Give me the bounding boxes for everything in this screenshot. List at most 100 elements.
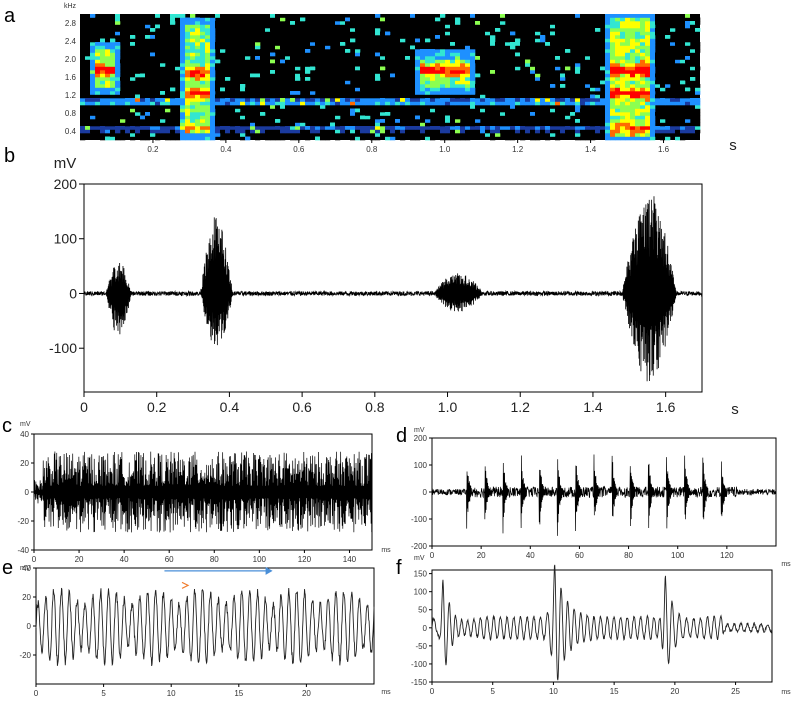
spectrogram-cell <box>405 24 411 29</box>
spectrogram-cell <box>240 105 246 109</box>
spectrogram-cell <box>480 94 486 99</box>
spectrogram-cell <box>460 45 466 50</box>
spectrogram-cell <box>550 63 556 67</box>
spectrogram-cell <box>530 112 536 116</box>
spectrogram-cell <box>505 126 511 130</box>
spectrogram-cell <box>370 52 376 57</box>
spectrogram-cell <box>610 129 616 134</box>
waveform-trace <box>431 454 777 536</box>
spectrogram-cell <box>350 45 356 50</box>
spectrogram-cell <box>180 28 186 32</box>
spectrogram-cell <box>175 63 181 67</box>
spectrogram-cell <box>325 101 331 106</box>
spectrogram-cell <box>530 119 536 123</box>
spectrogram-cell <box>155 42 161 46</box>
spectrogram-cell <box>470 119 476 123</box>
spectrogram-cell <box>655 28 661 32</box>
spectrogram-cell <box>230 80 236 85</box>
y-tick-label: 150 <box>414 570 428 579</box>
spectrogram-cell <box>435 80 441 85</box>
x-tick-label: 1.0 <box>439 145 451 154</box>
spectrogram-cell <box>695 17 701 22</box>
spectrogram-cell <box>135 42 141 46</box>
spectrogram-cell <box>400 35 406 39</box>
spectrogram-cell <box>465 38 471 43</box>
spectrogram-cell <box>300 126 306 130</box>
spectrogram-cell <box>640 80 646 85</box>
spectrogram-cell <box>685 56 691 60</box>
spectrogram-cell <box>190 115 196 120</box>
spectrogram-cell <box>200 108 206 113</box>
spectrogram-cell <box>605 59 611 64</box>
spectrogram-cell <box>425 136 431 141</box>
spectrogram-cell <box>320 112 326 116</box>
spectrogram-cell <box>100 59 106 64</box>
spectrogram-cell <box>150 119 156 123</box>
spectrogram-cell <box>580 98 586 102</box>
spectrogram-cell <box>90 115 96 120</box>
spectrogram-cell <box>690 126 696 130</box>
spectrogram-cell <box>475 126 481 130</box>
spectrogram-cell <box>695 101 701 106</box>
spectrogram-cell <box>655 56 661 60</box>
spectrogram-cell <box>340 35 346 39</box>
spectrogram-cell <box>205 17 211 22</box>
spectrogram-cell <box>205 56 211 60</box>
spectrogram-cell <box>105 28 111 32</box>
spectrogram-cell <box>215 101 221 106</box>
spectrogram-cell <box>395 24 401 29</box>
spectrogram-cell <box>610 101 616 106</box>
spectrogram-cell <box>155 136 161 141</box>
spectrogram-cell <box>610 112 616 116</box>
spectrogram-cell <box>135 84 141 88</box>
spectrogram-cell <box>600 56 606 60</box>
spectrogram-cell <box>240 14 246 18</box>
spectrogram-cell <box>615 52 621 57</box>
x-tick-label: 0 <box>430 687 435 696</box>
spectrogram-cell <box>280 17 286 22</box>
spectrogram-cell <box>90 14 96 18</box>
spectrogram-cell <box>450 28 456 32</box>
spectrogram-cell <box>550 122 556 127</box>
x-tick-label: 20 <box>670 687 679 696</box>
spectrogram-cell <box>430 63 436 67</box>
spectrogram-cell <box>405 133 411 137</box>
spectrogram-cell <box>275 38 281 43</box>
spectrogram-cell <box>330 17 336 22</box>
spectrogram-cell <box>360 42 366 46</box>
y-tick-label: 0 <box>25 488 30 497</box>
spectrogram-cell <box>85 105 91 109</box>
spectrogram-cell <box>150 14 156 18</box>
panel-label-a: a <box>4 5 16 27</box>
spectrogram-cell <box>220 66 226 71</box>
spectrogram-cell <box>605 56 611 60</box>
spectrogram-cell <box>425 49 431 53</box>
spectrogram-cell <box>480 133 486 137</box>
spectrogram-cell <box>465 70 471 74</box>
spectrogram-cell <box>155 73 161 78</box>
spectrogram-cell <box>215 21 221 25</box>
spectrogram-cell <box>450 91 456 95</box>
spectrogram-cell <box>610 133 616 137</box>
spectrogram-cell <box>205 28 211 32</box>
spectrogram-cell <box>410 129 416 134</box>
spectrogram-cell <box>285 108 291 113</box>
spectrogram-cell <box>100 17 106 22</box>
spectrogram-cell <box>595 87 601 92</box>
spectrogram-cell <box>190 105 196 109</box>
spectrogram-cell <box>150 112 156 116</box>
spectrogram-cell <box>190 38 196 43</box>
spectrogram-cell <box>315 108 321 113</box>
spectrogram-cell <box>390 129 396 134</box>
spectrogram-cell <box>685 105 691 109</box>
spectrogram-cell <box>565 49 571 53</box>
spectrogram-cell <box>530 35 536 39</box>
spectrogram-cell <box>490 136 496 141</box>
spectrogram-cell <box>465 98 471 102</box>
spectrogram-cell <box>190 94 196 99</box>
spectrogram-cell <box>435 101 441 106</box>
spectrogram-cell <box>225 115 231 120</box>
spectrogram-cell <box>645 17 651 22</box>
spectrogram-cell <box>645 77 651 81</box>
spectrogram-cell <box>300 122 306 127</box>
